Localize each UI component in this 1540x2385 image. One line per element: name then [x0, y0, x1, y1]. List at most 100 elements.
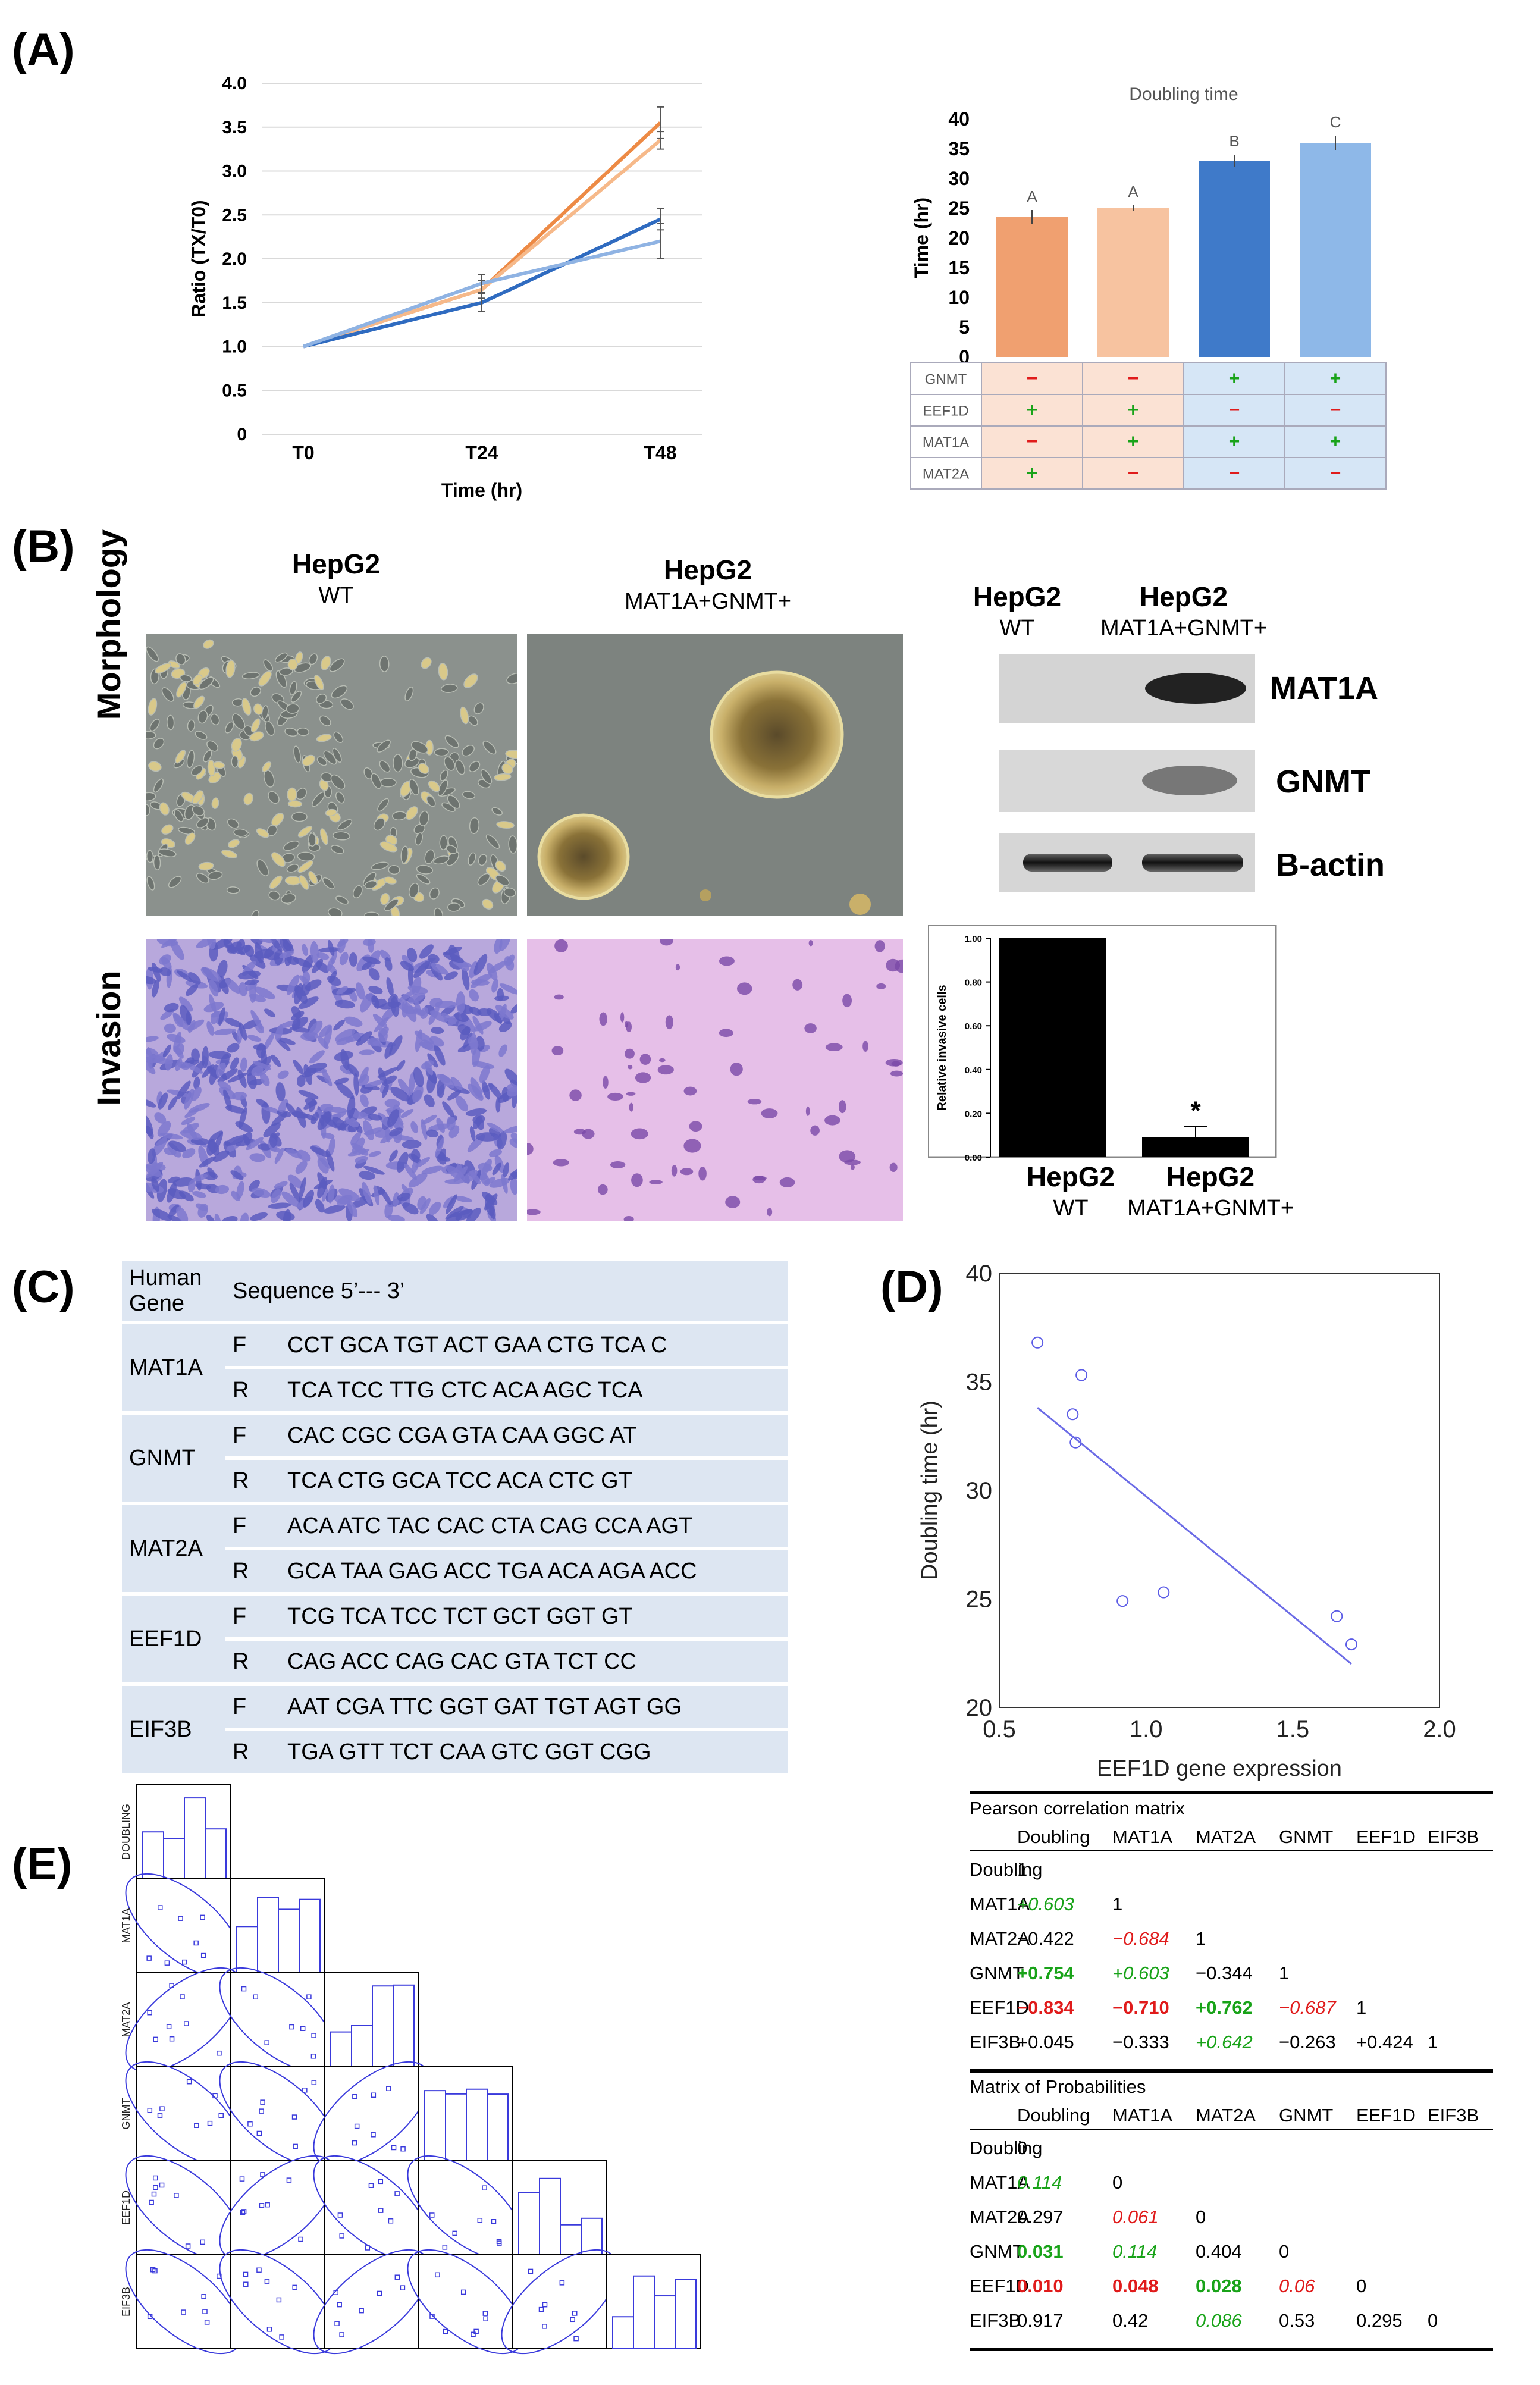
data-point — [153, 2036, 158, 2042]
data-point — [253, 1994, 258, 1999]
stained-cell — [237, 970, 261, 980]
stained-cell — [328, 1137, 335, 1156]
stained-cell — [336, 986, 348, 995]
data-point — [181, 2309, 186, 2315]
data-point — [306, 1994, 312, 1999]
data-point — [339, 2233, 344, 2239]
cell — [161, 824, 174, 835]
stained-cell — [660, 939, 673, 946]
cell — [404, 687, 414, 701]
table-sign: − — [1229, 462, 1240, 484]
stained-cell — [506, 1083, 517, 1092]
cell — [480, 769, 493, 785]
stained-cell — [487, 961, 507, 974]
stained-cell — [488, 1149, 503, 1157]
matrix-value: +0.045 — [1017, 2032, 1074, 2052]
matrix-row-header: GNMT — [970, 1963, 1024, 1983]
matrix-value: 0.048 — [1112, 2276, 1159, 2296]
stained-cell — [325, 1149, 335, 1172]
cell — [495, 875, 510, 886]
stained-cell — [328, 1184, 335, 1204]
stained-cell — [328, 971, 337, 983]
stained-cell — [719, 1029, 733, 1038]
cell — [146, 876, 155, 891]
cell — [323, 750, 337, 765]
cell — [379, 656, 390, 672]
stained-cell — [252, 1187, 271, 1198]
data-point — [1158, 1586, 1170, 1599]
stained-cell — [293, 1060, 304, 1074]
stained-cell — [499, 939, 512, 951]
stained-cell — [146, 1182, 156, 1192]
stained-cell — [206, 1214, 216, 1221]
cell — [297, 727, 309, 737]
stained-cell — [192, 1174, 208, 1182]
matrix-value: 0.031 — [1017, 2241, 1064, 2262]
cell — [210, 713, 220, 726]
y-tick-label: 15 — [948, 257, 970, 278]
stained-cell — [397, 1192, 411, 1202]
stained-cell — [297, 1149, 311, 1162]
stained-cell — [317, 1111, 332, 1130]
cell — [196, 873, 209, 884]
data-point — [429, 2212, 435, 2218]
matrix-row-header: Doubling — [970, 1859, 1043, 1880]
blot-band-bactin-wt — [1023, 854, 1112, 872]
scatterplot-matrix: DOUBLING DOUBLING MAT1A MAT1A MAT2A MAT2A GNMT… — [120, 1784, 701, 2362]
stained-cell — [247, 1073, 257, 1089]
stained-cell — [215, 1184, 230, 1195]
cell — [297, 826, 313, 838]
stained-cell — [419, 944, 434, 959]
stained-cell — [402, 1140, 422, 1149]
stained-cell — [294, 985, 308, 1004]
stained-cell — [146, 976, 156, 985]
stained-cell — [455, 1095, 468, 1112]
cell — [325, 808, 337, 817]
cell — [256, 828, 269, 838]
stained-cell — [421, 1060, 434, 1070]
strand-label: R — [225, 1549, 264, 1596]
stained-cell — [185, 984, 199, 996]
cell — [179, 674, 192, 682]
cell — [211, 797, 219, 809]
cell — [148, 761, 162, 772]
stained-cell — [384, 1099, 400, 1108]
row-label-invasion-text: Invasion — [90, 970, 127, 1106]
stained-cell — [396, 1060, 406, 1071]
cell — [410, 741, 428, 754]
cell — [297, 860, 313, 873]
stained-cell — [250, 1212, 268, 1221]
cell — [379, 841, 398, 853]
cell — [335, 791, 345, 804]
stained-cell — [269, 1132, 278, 1148]
stained-cell — [401, 1184, 410, 1195]
cell — [228, 839, 240, 848]
table-rule — [970, 2348, 1493, 2351]
stained-cell — [214, 1214, 221, 1221]
eef1d-doubling-scatter: 0.5 1.0 1.5 2.0 20 25 30 35 40 EEF1D gene express… — [917, 1261, 1456, 1781]
significance-letter: A — [1027, 187, 1037, 205]
data-point — [260, 2099, 265, 2105]
data-point — [491, 2219, 497, 2224]
cell — [441, 802, 456, 812]
strand-label: R — [225, 1458, 264, 1505]
matrix-value: 1 — [1112, 1894, 1123, 1914]
stained-cell — [291, 1006, 302, 1018]
stained-cell — [495, 1097, 501, 1113]
stained-cell — [271, 1054, 281, 1067]
data-point — [460, 2289, 466, 2295]
significance-letter: B — [1229, 132, 1239, 150]
cell — [231, 755, 239, 768]
header-gene: Human Gene — [122, 1261, 225, 1324]
stained-cell — [250, 1010, 263, 1030]
stained-cell — [810, 1125, 820, 1136]
stained-cell — [463, 1032, 473, 1049]
stained-cell — [569, 1089, 582, 1101]
row-variable-label: EEF1D — [120, 2190, 132, 2225]
stained-cell — [442, 1101, 454, 1118]
matrix-title: Matrix of Probabilities — [970, 2076, 1146, 2097]
primer-forward: TCG TCA TCC TCT GCT GGT GT — [264, 1594, 788, 1641]
stained-cell — [454, 1011, 469, 1023]
stained-cell — [302, 1190, 314, 1208]
data-point — [371, 2092, 377, 2098]
